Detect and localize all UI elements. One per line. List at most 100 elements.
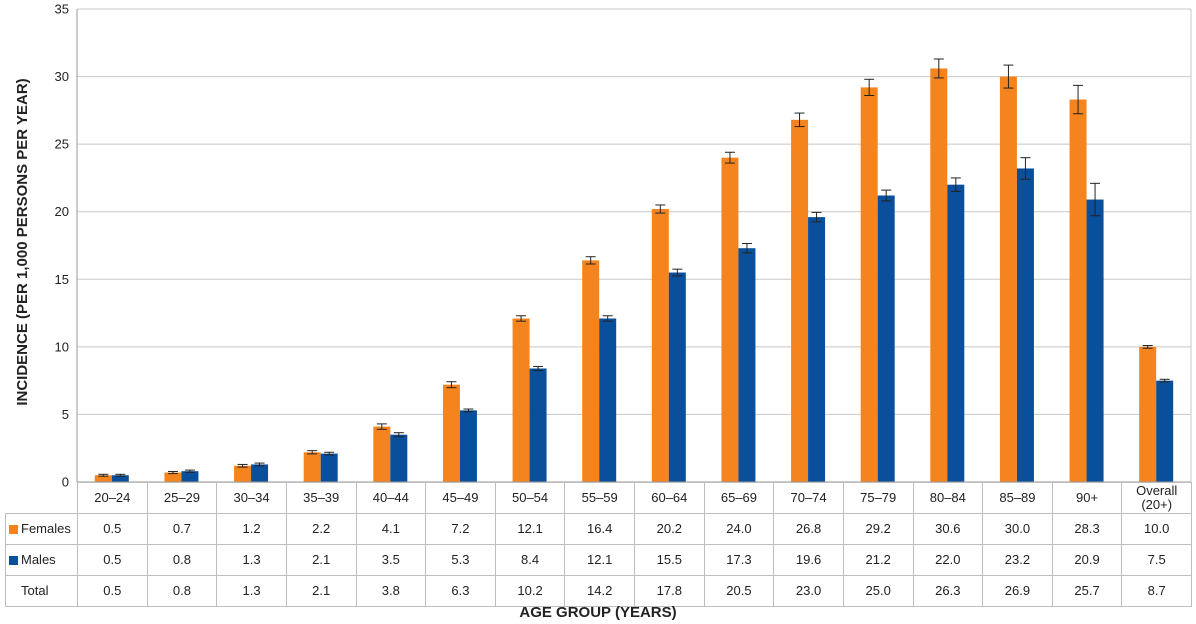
table-cell: 2.1 [285,544,357,576]
males-bar [529,368,547,482]
table-row: Total 0.5 0.8 1.3 2.1 3.8 6.3 10.2 14.2 17.8 20.5 2… [5,575,1192,607]
row-label-text: Females [21,521,71,536]
table-header-row: 20–24 25–29 30–34 35–39 40–44 45–49 50–54 55–59… [5,482,1192,514]
table-cell: 26.9 [982,575,1053,607]
males-bar [668,272,686,482]
y-axis-title: INCIDENCE (PER 1,000 PERSONS PER YEAR) [14,78,31,405]
females-legend-key [9,525,18,535]
males-bar [808,217,826,482]
females-bar [1069,99,1087,482]
x-tick-label: 75–79 [842,482,914,514]
males-bar [1016,168,1034,482]
males-bar [877,195,895,483]
table-cell: 23.2 [982,544,1053,576]
table-cell: 25.0 [842,575,914,607]
y-tick-label: 10 [55,339,69,354]
table-cell: 4.1 [355,513,427,545]
table-row: Males 0.5 0.8 1.3 2.1 3.5 5.3 8.4 12.1 15.5 17.3 19… [5,544,1192,576]
y-tick-label: 15 [55,272,69,287]
table-cell: 16.4 [564,513,635,545]
females-bar [442,384,460,482]
table-cell: 23.0 [773,575,844,607]
y-tick-label: 30 [55,69,69,84]
table-cell: 12.1 [564,544,635,576]
females-bar [999,76,1017,483]
females-bar [930,68,948,482]
y-tick-label: 5 [62,407,69,422]
table-cell: 21.2 [842,544,914,576]
females-bar [164,472,182,482]
table-cell: 1.3 [216,544,287,576]
table-cell: 0.7 [146,513,218,545]
table-cell: 22.0 [912,544,984,576]
females-bar [582,260,600,482]
table-row: Females 0.5 0.7 1.2 2.2 4.1 7.2 12.1 16.4 20.2 24.… [5,513,1192,545]
table-cell: 3.5 [355,544,427,576]
table-cell: 19.6 [773,544,844,576]
table-cell: 26.3 [912,575,984,607]
males-bar [1156,380,1174,482]
table-cell: 20.9 [1051,544,1123,576]
table-cell: 30.0 [982,513,1053,545]
x-axis-title: AGE GROUP (YEARS) [519,604,677,621]
row-label-text: Males [21,552,56,567]
table-cell: 0.8 [146,544,218,576]
row-label-text: Total [21,583,49,598]
x-tick-label: Overall (20+) [1121,482,1192,514]
row-label: Females [5,513,78,545]
males-bar [390,434,408,482]
males-bar [738,248,756,482]
x-tick-label: 65–69 [703,482,775,514]
x-tick-label: 55–59 [564,482,635,514]
x-tick-label: 85–89 [982,482,1053,514]
table-cell: 1.2 [216,513,287,545]
table-cell: 7.2 [425,513,496,545]
x-tick-label: 60–64 [634,482,705,514]
table-cell: 24.0 [703,513,775,545]
females-bar [512,318,530,482]
y-axis-ticks: 0 5 10 15 20 25 30 35 [55,2,69,490]
row-label: Males [5,544,78,576]
table-cell: 17.3 [703,544,775,576]
table-cell: 0.5 [77,575,148,607]
females-bar [860,87,878,482]
males-bar [947,184,965,482]
table-cell: 8.7 [1121,575,1192,607]
error-bars [98,58,1170,477]
table-corner [5,482,78,514]
x-tick-label: 25–29 [146,482,218,514]
incidence-bar-chart: 0 5 10 15 20 25 30 35 INCIDENCE (PER 1,000 PERS… [14,2,1192,490]
females-bar [303,452,321,482]
table-cell: 5.3 [425,544,496,576]
table-cell: 15.5 [634,544,705,576]
males-bar [251,464,269,482]
table-cell: 6.3 [425,575,496,607]
table-cell: 28.3 [1051,513,1123,545]
females-bar [721,157,739,482]
females-bar [1139,346,1157,482]
table-cell: 0.5 [77,544,148,576]
females-bar [651,209,669,483]
table-cell: 2.2 [285,513,357,545]
table-cell: 10.2 [494,575,566,607]
table-cell: 0.5 [77,513,148,545]
males-bar [1086,199,1104,482]
bars [94,68,1174,483]
females-bar [234,465,252,482]
x-tick-label: 20–24 [77,482,148,514]
table-cell: 26.8 [773,513,844,545]
males-bar [320,453,338,482]
males-legend-key [9,556,18,566]
table-cell: 29.2 [842,513,914,545]
row-label: Total [5,575,78,607]
x-tick-label: 50–54 [494,482,566,514]
y-tick-label: 25 [55,137,69,152]
table-cell: 25.7 [1051,575,1123,607]
table-cell: 7.5 [1121,544,1192,576]
table-cell: 8.4 [494,544,566,576]
y-tick-label: 35 [55,2,69,17]
table-cell: 1.3 [216,575,287,607]
y-tick-label: 0 [62,475,69,490]
females-bar [94,475,112,482]
table-cell: 30.6 [912,513,984,545]
